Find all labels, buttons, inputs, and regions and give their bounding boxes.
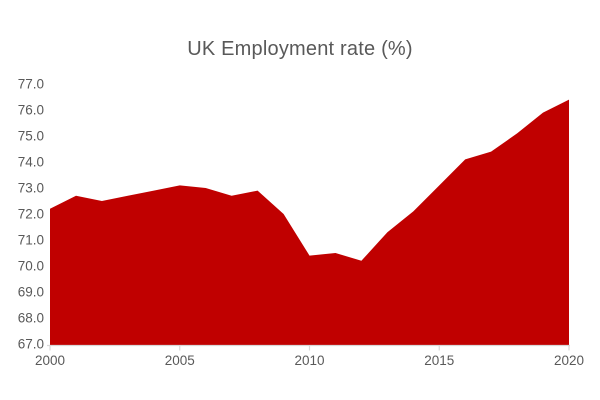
y-axis-label: 67.0 — [18, 337, 44, 352]
y-axis-label: 74.0 — [18, 155, 44, 170]
y-axis-label: 70.0 — [18, 259, 44, 274]
y-axis-label: 73.0 — [18, 181, 44, 196]
employment-rate-area-series — [50, 99, 569, 345]
x-axis-label: 2020 — [554, 353, 584, 368]
x-axis-label: 2000 — [35, 353, 65, 368]
y-axis-label: 75.0 — [18, 129, 44, 144]
x-axis-label: 2005 — [165, 353, 195, 368]
y-axis-label: 68.0 — [18, 311, 44, 326]
x-axis-label: 2015 — [424, 353, 454, 368]
y-axis-label: 71.0 — [18, 233, 44, 248]
y-axis-label: 76.0 — [18, 103, 44, 118]
x-axis-label: 2010 — [294, 353, 324, 368]
y-axis-label: 77.0 — [18, 77, 44, 92]
chart-title: UK Employment rate (%) — [187, 38, 413, 60]
y-axis-label: 69.0 — [18, 285, 44, 300]
y-axis-label: 72.0 — [18, 207, 44, 222]
